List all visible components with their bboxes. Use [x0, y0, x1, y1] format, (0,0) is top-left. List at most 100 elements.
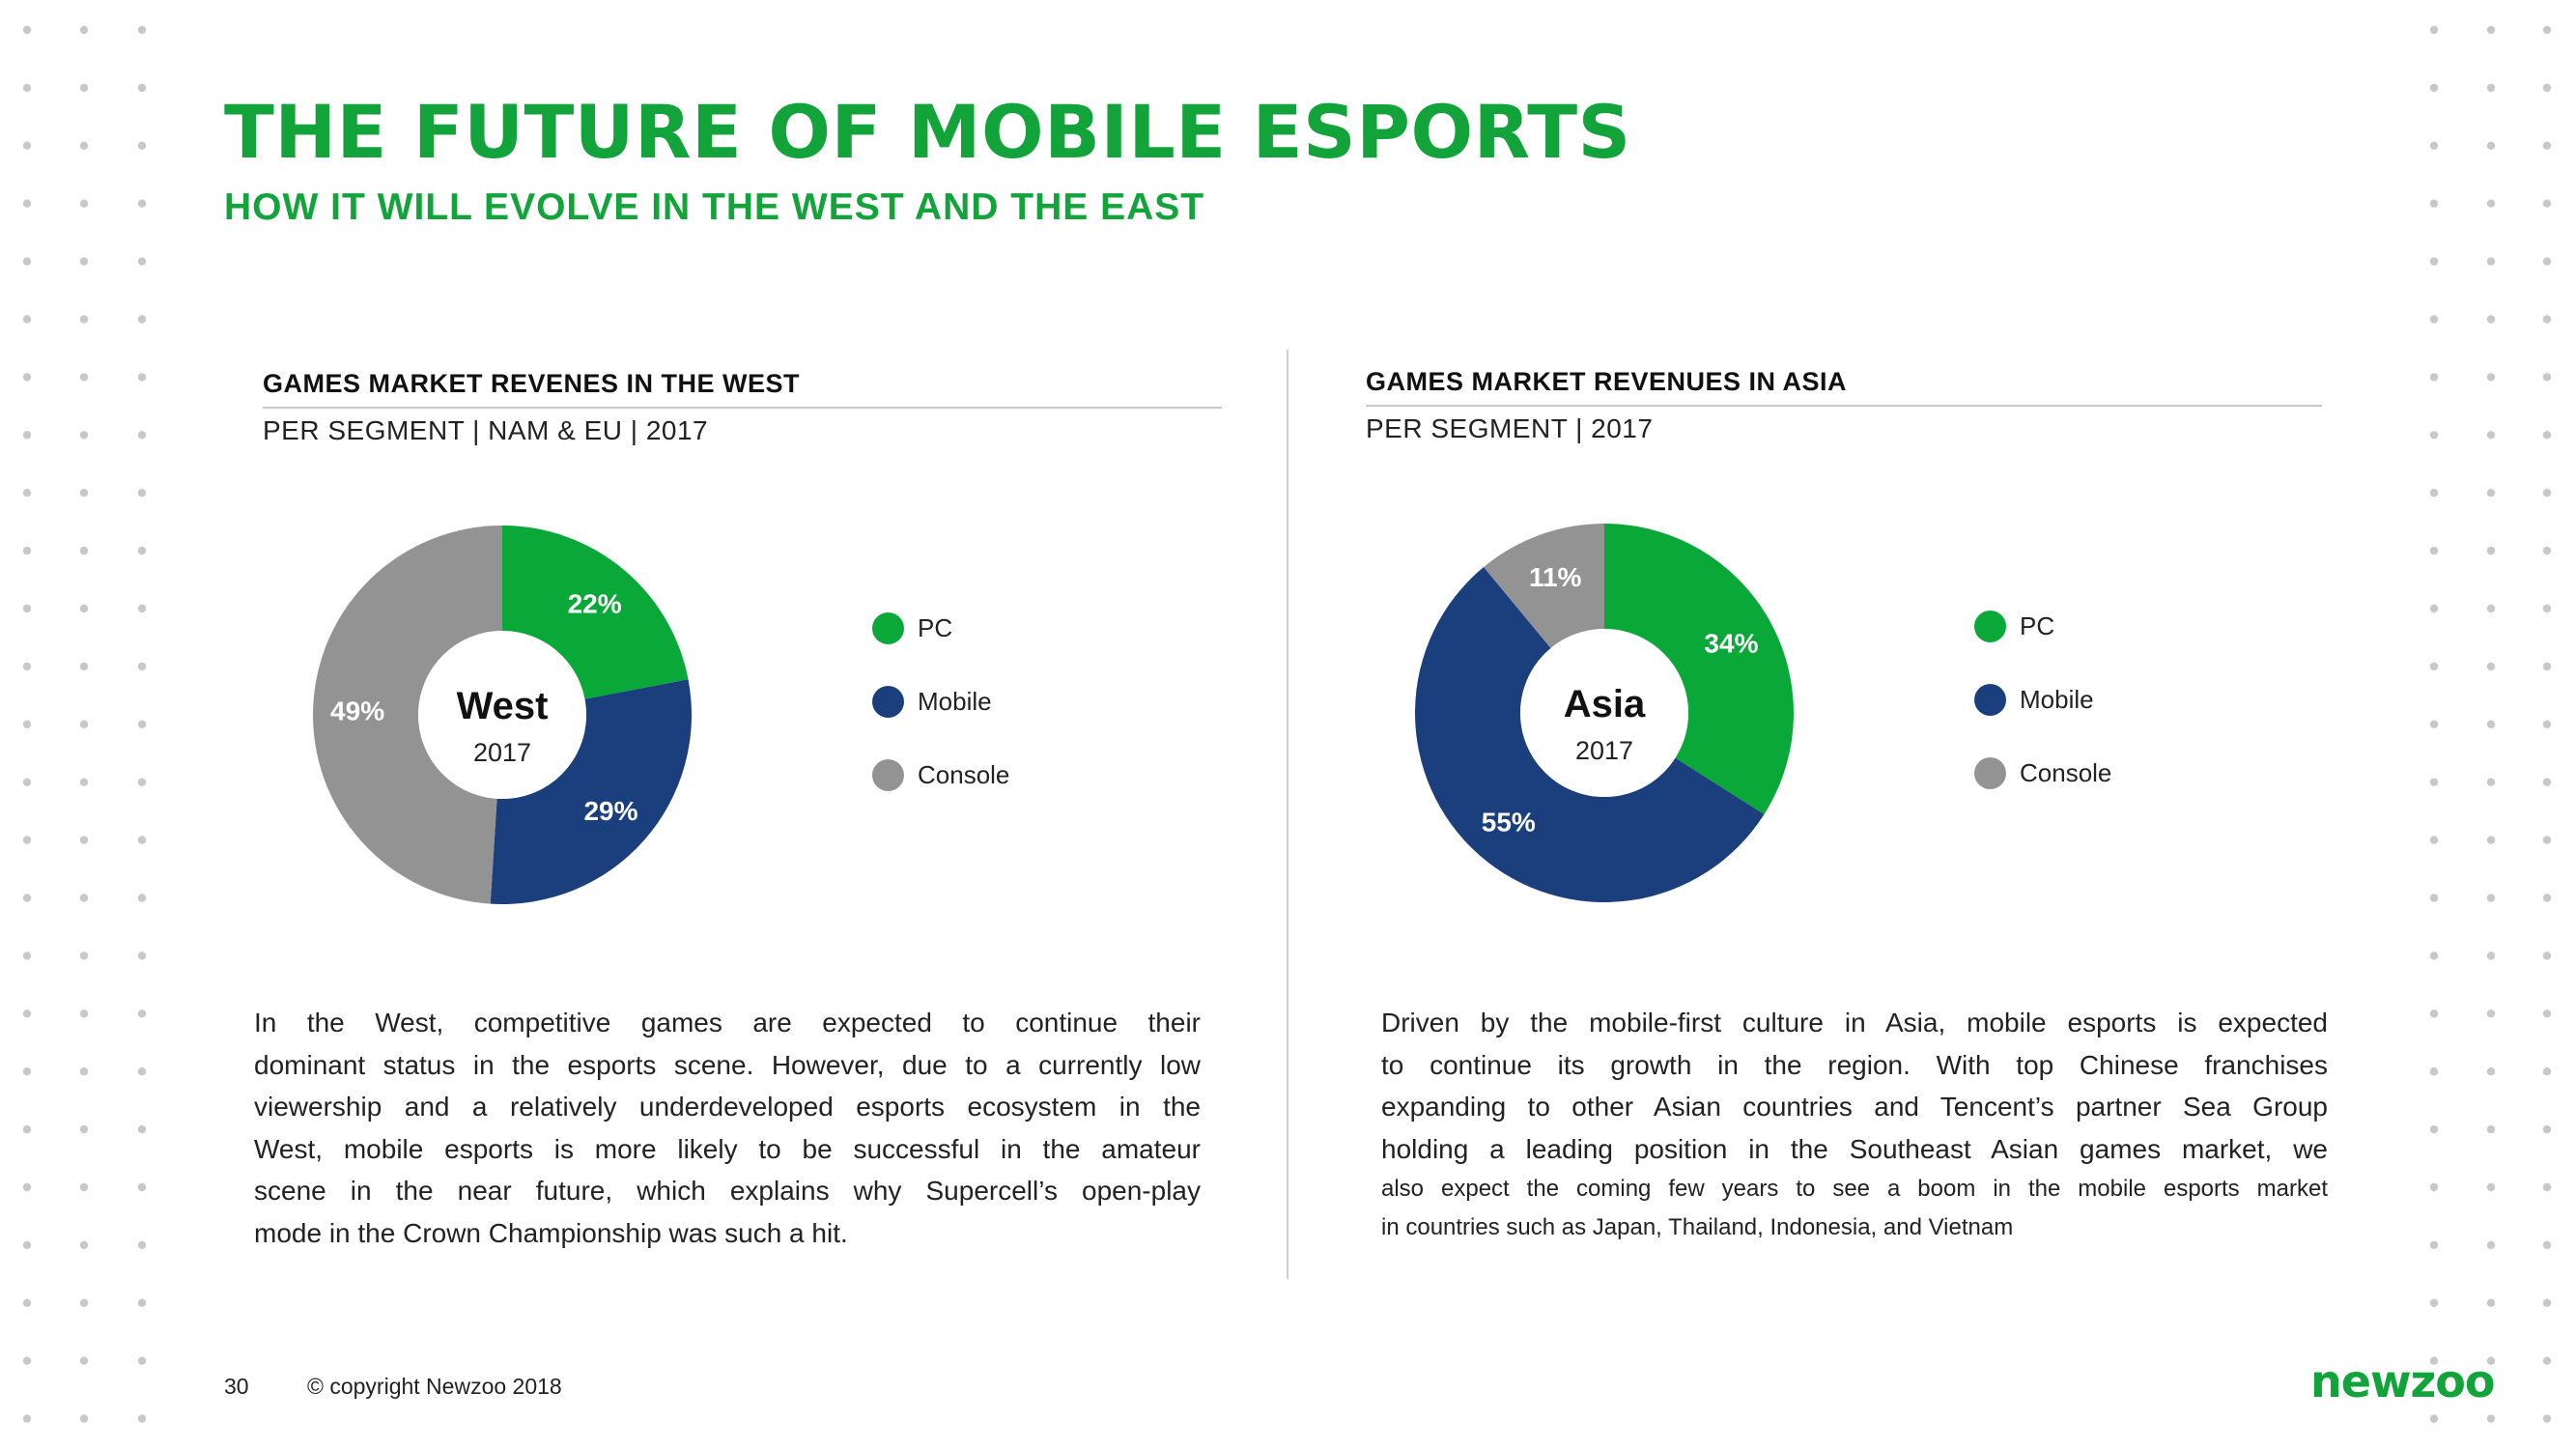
decorative-dot	[2486, 1298, 2496, 1308]
decorative-dot	[137, 1009, 147, 1018]
asia-donut-chart: 34% 55% 11% Asia 2017	[1415, 524, 1794, 902]
decorative-dot	[2429, 257, 2439, 266]
decorative-dot	[2542, 1414, 2552, 1423]
decorative-dot	[2429, 1067, 2439, 1076]
page-subtitle: HOW IT WILL EVOLVE IN THE WEST AND THE E…	[224, 186, 1205, 228]
decorative-dot	[2429, 1124, 2439, 1134]
slice-mobile	[1415, 566, 1765, 902]
decorative-dot	[137, 1298, 147, 1308]
decorative-dot	[79, 1067, 89, 1076]
decorative-dot	[22, 373, 32, 382]
decorative-dot	[2429, 1356, 2439, 1365]
decorative-dot	[79, 720, 89, 728]
decorative-dot	[22, 141, 32, 150]
decorative-dot	[22, 1182, 32, 1192]
decorative-dot	[2429, 431, 2439, 440]
decorative-dot	[2486, 315, 2496, 324]
decorative-dot	[137, 1356, 147, 1365]
panel-divider	[1287, 350, 1288, 1279]
legend-item-mobile: Mobile	[1974, 663, 2111, 736]
decorative-dot	[2429, 604, 2439, 613]
decorative-dot	[79, 141, 89, 150]
decorative-dot	[2429, 25, 2439, 35]
body-line: expanding to other Asian countries and T…	[1381, 1092, 2328, 1122]
decorative-dot	[22, 1356, 32, 1365]
decorative-dot	[2486, 604, 2496, 613]
decorative-dot	[2542, 952, 2552, 960]
decorative-dot	[2486, 373, 2496, 382]
data-label-console: 11%	[1529, 562, 1582, 592]
body-line: to continue its growth in the region. Wi…	[1381, 1049, 2328, 1080]
body-line: In the West, competitive games are expec…	[254, 1008, 1201, 1037]
decorative-dot	[2486, 1182, 2496, 1192]
decorative-dot	[2486, 546, 2496, 555]
decorative-dot	[137, 25, 147, 35]
decorative-dot	[137, 141, 147, 150]
decorative-dot	[2486, 952, 2496, 960]
decorative-dot	[2486, 720, 2496, 728]
page-title: THE FUTURE OF MOBILE ESPORTS	[224, 89, 1631, 175]
decorative-dot	[2429, 1240, 2439, 1250]
legend-dot-mobile	[1974, 683, 2006, 716]
decorative-dot	[2542, 83, 2552, 93]
decorative-dot	[79, 546, 89, 555]
decorative-dot	[137, 431, 147, 440]
center-sublabel: 2017	[473, 738, 531, 767]
decorative-dot	[22, 489, 32, 497]
decorative-dot	[2429, 720, 2439, 728]
dot-grid-right	[2429, 25, 2552, 1423]
decorative-dot	[2486, 25, 2496, 35]
body-line: dominant status in the esports scene. Ho…	[254, 1049, 1201, 1080]
decorative-dot	[2542, 1240, 2552, 1250]
west-legend: PC Mobile Console	[872, 591, 1009, 811]
body-line: holding a leading position in the Southe…	[1381, 1133, 2328, 1164]
decorative-dot	[22, 836, 32, 844]
body-line: also expect the coming few years to see …	[1381, 1176, 2328, 1202]
data-label-mobile: 55%	[1482, 808, 1536, 838]
decorative-dot	[22, 257, 32, 266]
decorative-dot	[22, 315, 32, 324]
decorative-dot	[137, 489, 147, 497]
legend-label-console: Console	[918, 759, 1010, 789]
decorative-dot	[2429, 373, 2439, 382]
decorative-dot	[22, 720, 32, 728]
decorative-dot	[2429, 952, 2439, 960]
decorative-dot	[2486, 489, 2496, 497]
slice-pc	[502, 526, 689, 699]
legend-item-pc: PC	[872, 591, 1009, 665]
decorative-dot	[2486, 836, 2496, 844]
decorative-dot	[2542, 1009, 2552, 1018]
decorative-dot	[79, 1182, 89, 1192]
decorative-dot	[79, 83, 89, 93]
asia-body-text: Driven by the mobile-first culture in As…	[1381, 1002, 2328, 1170]
legend-item-pc: PC	[1974, 589, 2111, 663]
decorative-dot	[2429, 662, 2439, 671]
body-line: mode in the Crown Championship was such …	[254, 1217, 848, 1248]
decorative-dot	[22, 1298, 32, 1308]
decorative-dot	[22, 25, 32, 35]
decorative-dot	[137, 1124, 147, 1134]
decorative-dot	[2429, 199, 2439, 208]
legend-item-console: Console	[1974, 736, 2111, 810]
decorative-dot	[2429, 1009, 2439, 1018]
decorative-dot	[22, 1009, 32, 1018]
legend-label-console: Console	[2020, 757, 2112, 787]
decorative-dot	[2486, 141, 2496, 150]
decorative-dot	[79, 1298, 89, 1308]
slice-pc	[1604, 524, 1794, 815]
body-line: in countries such as Japan, Thailand, In…	[1381, 1214, 2014, 1240]
body-line: viewership and a relatively underdevelop…	[254, 1092, 1201, 1122]
legend-dot-console	[872, 758, 904, 791]
body-line: Driven by the mobile-first culture in As…	[1381, 1008, 2328, 1037]
decorative-dot	[2429, 546, 2439, 555]
decorative-dot	[2486, 257, 2496, 266]
decorative-dot	[79, 604, 89, 613]
decorative-dot	[137, 257, 147, 266]
center-label: Asia	[1564, 683, 1646, 725]
slice-console	[312, 526, 502, 904]
decorative-dot	[2542, 1356, 2552, 1365]
decorative-dot	[2486, 1124, 2496, 1134]
decorative-dot	[79, 1009, 89, 1018]
decorative-dot	[79, 1414, 89, 1423]
decorative-dot	[2486, 1414, 2496, 1423]
